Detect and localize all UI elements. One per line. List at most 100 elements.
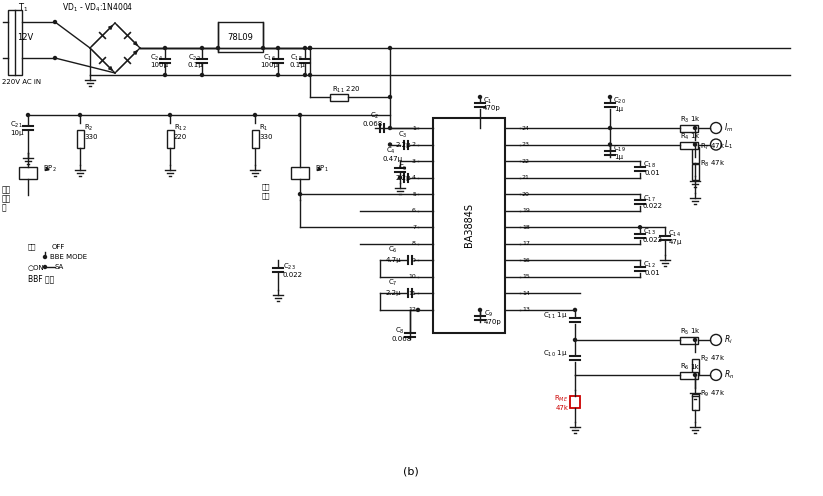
- Text: RP$_2$: RP$_2$: [43, 164, 57, 174]
- Bar: [77, 130, 84, 148]
- Text: R$_3$ 1k: R$_3$ 1k: [680, 115, 701, 125]
- Text: 220V AC iN: 220V AC iN: [2, 79, 41, 85]
- Bar: [692, 147, 699, 163]
- Circle shape: [694, 338, 696, 341]
- Circle shape: [201, 73, 203, 76]
- Text: ○ON: ○ON: [28, 264, 44, 270]
- Text: 470p: 470p: [484, 319, 502, 325]
- Circle shape: [299, 192, 301, 195]
- Text: 19: 19: [522, 208, 530, 213]
- Text: 4: 4: [412, 175, 416, 180]
- Text: R$_6$: R$_6$: [680, 362, 690, 372]
- Text: 10: 10: [408, 274, 416, 279]
- Circle shape: [277, 73, 280, 76]
- Bar: [433, 118, 505, 333]
- Text: BBF 方式: BBF 方式: [28, 274, 54, 284]
- Circle shape: [277, 47, 280, 50]
- Bar: [330, 94, 348, 101]
- Bar: [692, 164, 699, 180]
- Circle shape: [309, 47, 311, 50]
- Text: 直通: 直通: [28, 244, 36, 250]
- Text: 2: 2: [412, 142, 416, 147]
- Text: R$_7$ 47k: R$_7$ 47k: [700, 142, 725, 152]
- Circle shape: [398, 176, 402, 179]
- Circle shape: [169, 114, 171, 117]
- Circle shape: [608, 143, 611, 146]
- Circle shape: [694, 143, 696, 146]
- Text: C$_{23}$: C$_{23}$: [283, 262, 295, 272]
- Bar: [680, 372, 698, 379]
- Text: R$_2$ 47k: R$_2$ 47k: [700, 354, 725, 364]
- Text: 0.1μ: 0.1μ: [188, 62, 204, 68]
- Text: 100μ: 100μ: [150, 62, 168, 68]
- Text: $R_n$: $R_n$: [724, 369, 734, 381]
- Text: C$_{10}$ 1μ: C$_{10}$ 1μ: [543, 349, 567, 359]
- Circle shape: [304, 73, 306, 76]
- Text: 0.068: 0.068: [392, 336, 412, 342]
- Text: 2.2μ: 2.2μ: [396, 141, 412, 147]
- Text: BBE MODE: BBE MODE: [50, 254, 87, 260]
- Text: C$_{15}$: C$_{15}$: [290, 53, 303, 63]
- Text: 78L09: 78L09: [227, 33, 253, 42]
- Text: 18: 18: [522, 225, 530, 230]
- Text: C$_{19}$: C$_{19}$: [613, 144, 625, 154]
- Text: 0.01: 0.01: [645, 270, 661, 276]
- Text: C$_{22}$: C$_{22}$: [188, 53, 201, 63]
- Bar: [680, 141, 698, 148]
- Circle shape: [608, 126, 611, 129]
- Text: C$_8$: C$_8$: [395, 326, 405, 336]
- Text: 6: 6: [412, 208, 416, 213]
- Text: 15: 15: [522, 274, 530, 279]
- Text: 14: 14: [522, 291, 530, 296]
- Text: C$_5$: C$_5$: [398, 163, 407, 173]
- Text: R$_{12}$: R$_{12}$: [174, 123, 187, 133]
- Text: 9: 9: [412, 258, 416, 263]
- Bar: [167, 130, 174, 148]
- Circle shape: [78, 114, 81, 117]
- Text: 1μ: 1μ: [614, 154, 623, 160]
- Text: 0.01: 0.01: [645, 170, 661, 177]
- Text: C$_1$: C$_1$: [483, 96, 493, 106]
- Text: 3: 3: [412, 159, 416, 164]
- Circle shape: [201, 47, 203, 50]
- Text: 330: 330: [259, 134, 272, 140]
- Circle shape: [216, 47, 220, 50]
- Bar: [8, 10, 22, 75]
- Text: 23: 23: [522, 142, 530, 147]
- Bar: [692, 394, 699, 410]
- Text: 4.7μ: 4.7μ: [386, 257, 402, 263]
- Text: 1k: 1k: [690, 364, 699, 370]
- Text: 1μ: 1μ: [614, 106, 623, 112]
- Text: 5: 5: [412, 191, 416, 196]
- Text: R$_8$ 47k: R$_8$ 47k: [700, 158, 725, 169]
- Text: 13: 13: [522, 308, 530, 312]
- Circle shape: [388, 126, 392, 129]
- Text: 2.2μ: 2.2μ: [396, 175, 412, 181]
- Text: 0.47μ: 0.47μ: [383, 156, 403, 162]
- Text: C$_{21}$: C$_{21}$: [10, 120, 23, 130]
- Bar: [692, 359, 699, 375]
- Text: C$_{13}$: C$_{13}$: [643, 226, 656, 237]
- Text: 0.022: 0.022: [643, 203, 663, 209]
- Text: 7: 7: [412, 225, 416, 230]
- Bar: [19, 167, 37, 179]
- Bar: [570, 396, 580, 408]
- Text: 22: 22: [522, 159, 530, 164]
- Text: (b): (b): [403, 467, 419, 477]
- Text: C$_{24}$: C$_{24}$: [150, 53, 163, 63]
- Circle shape: [478, 309, 481, 311]
- Text: RP$_1$: RP$_1$: [315, 164, 328, 174]
- Circle shape: [253, 114, 257, 117]
- Text: 8: 8: [412, 241, 416, 247]
- Text: C$_{18}$: C$_{18}$: [643, 160, 656, 171]
- Circle shape: [164, 47, 166, 50]
- Circle shape: [478, 96, 481, 99]
- Text: R$_9$ 47k: R$_9$ 47k: [700, 389, 725, 399]
- Circle shape: [710, 139, 722, 150]
- Text: 0.022: 0.022: [283, 272, 303, 278]
- Text: 0.068: 0.068: [363, 121, 384, 127]
- Circle shape: [574, 309, 576, 311]
- Text: 47μ: 47μ: [669, 239, 682, 245]
- Circle shape: [639, 226, 641, 229]
- Circle shape: [309, 73, 311, 76]
